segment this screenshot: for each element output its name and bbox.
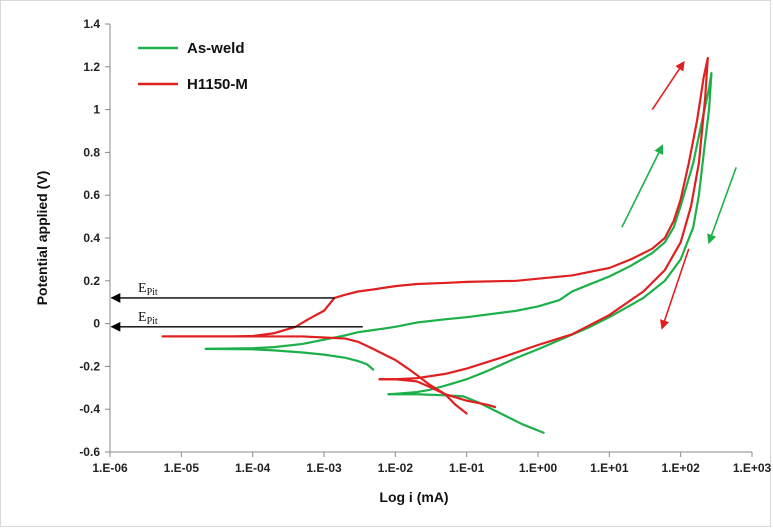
legend-label-h1150-m: H1150-M xyxy=(187,76,248,93)
series-line-as-weld-segment-2 xyxy=(204,72,713,350)
x-tick-label: 1.E-04 xyxy=(235,461,271,475)
series-line-h1150-m-segment-3 xyxy=(378,57,709,381)
x-tick-label: 1.E+03 xyxy=(733,461,772,475)
x-tick-label: 1.E+01 xyxy=(590,461,629,475)
legend: As-weld H1150-M xyxy=(138,40,248,93)
series-line-h1150-m-segment-4 xyxy=(378,378,497,409)
y-tick-label: -0.6 xyxy=(79,445,100,459)
x-tick-label: 1.E-05 xyxy=(164,461,200,475)
annotation-label-epit-green: EPit xyxy=(138,310,158,327)
y-tick-label: -0.2 xyxy=(79,359,100,373)
x-axis-title: Log i (mA) xyxy=(379,489,448,505)
annotations: EPit EPit xyxy=(110,60,737,332)
direction-arrow-green-up xyxy=(621,144,664,228)
direction-arrow-green-down xyxy=(707,167,737,245)
x-tick-label: 1.E-02 xyxy=(378,461,414,475)
series-line-as-weld-segment-4 xyxy=(387,393,545,434)
axes: -0.6 -0.4 -0.2 0 0.2 0.4 0.6 0.8 1 1.2 1.4 1.E-06 1.… xyxy=(79,17,771,475)
y-axis-title: Potential applied (V) xyxy=(34,171,50,306)
y-tick-label: 0.2 xyxy=(83,274,100,288)
x-tick-label: 1.E+02 xyxy=(661,461,700,475)
x-tick-label: 1.E-03 xyxy=(306,461,342,475)
annotation-label-epit-red: EPit xyxy=(138,281,158,298)
series-lines xyxy=(161,57,713,434)
x-tick-label: 1.E+00 xyxy=(519,461,558,475)
y-tick-label: 0.8 xyxy=(83,145,100,159)
x-tick-label: 1.E-01 xyxy=(449,461,485,475)
direction-arrow-red-down xyxy=(660,248,690,330)
direction-arrow-red-up xyxy=(651,60,685,111)
legend-label-as-weld: As-weld xyxy=(187,40,245,57)
series-line-as-weld-segment-1 xyxy=(204,347,375,371)
y-tick-label: 0 xyxy=(93,317,100,331)
y-tick-label: -0.4 xyxy=(79,402,100,416)
x-tick-label: 1.E-06 xyxy=(92,461,128,475)
series-line-as-weld-segment-3 xyxy=(387,72,713,396)
y-tick-label: 1.2 xyxy=(83,60,100,74)
y-tick-label: 1.4 xyxy=(83,17,100,31)
y-tick-label: 0.4 xyxy=(83,231,100,245)
y-tick-label: 0.6 xyxy=(83,188,100,202)
series-line-h1150-m-segment-2 xyxy=(161,57,709,338)
y-tick-label: 1 xyxy=(93,103,100,117)
